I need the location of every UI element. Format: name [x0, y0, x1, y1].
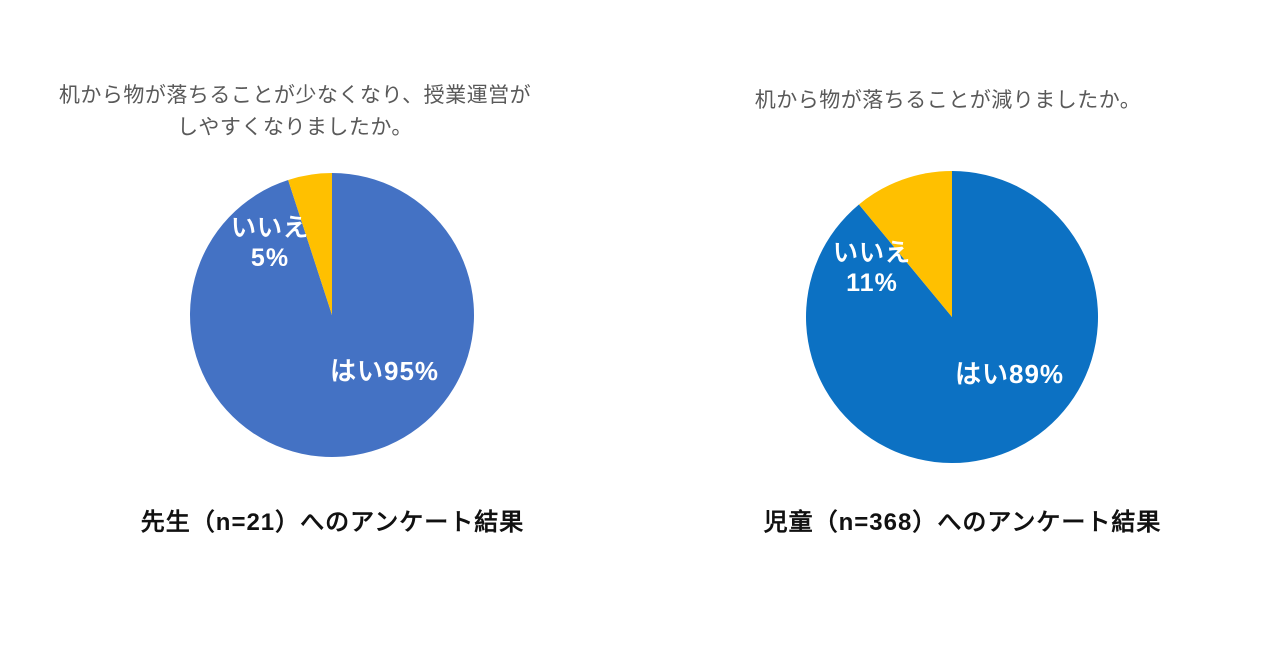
teacher-pie-chart — [190, 173, 475, 457]
pie-slice-no — [858, 171, 952, 317]
student-chart-title-line1: 机から物が落ちることが減りましたか。 — [754, 89, 1142, 112]
student-pie-chart — [806, 171, 1099, 463]
teacher-pie-label-no: いいえ 5% — [210, 213, 330, 273]
student-pie-label-yes: はい89% — [955, 359, 1065, 389]
teacher-pie-label-yes: はい95% — [330, 356, 440, 386]
pie-slice-yes — [190, 173, 475, 457]
pie-slice-no — [288, 173, 332, 315]
student-chart-caption: 児童（n=368）へのアンケート結果 — [763, 509, 1162, 536]
student-pie-label-no-text: いいえ — [832, 239, 911, 267]
student-pie-label-no: いいえ 11% — [812, 238, 932, 298]
teacher-chart-title-line2: しやすくなりましたか。 — [177, 116, 413, 139]
teacher-pie-label-no-value: 5% — [250, 244, 290, 272]
student-pie-label-no-value: 11% — [846, 269, 898, 297]
student-chart-title: 机から物が落ちることが減りましたか。 — [688, 85, 1208, 117]
teacher-chart-title: 机から物が落ちることが少なくなり、授業運営が しやすくなりましたか。 — [25, 80, 565, 144]
teacher-chart-caption: 先生（n=21）へのアンケート結果 — [140, 509, 525, 536]
teacher-chart-title-line1: 机から物が落ちることが少なくなり、授業運営が — [58, 84, 532, 107]
pie-slice-yes — [806, 171, 1099, 463]
teacher-pie-label-no-text: いいえ — [230, 214, 309, 242]
